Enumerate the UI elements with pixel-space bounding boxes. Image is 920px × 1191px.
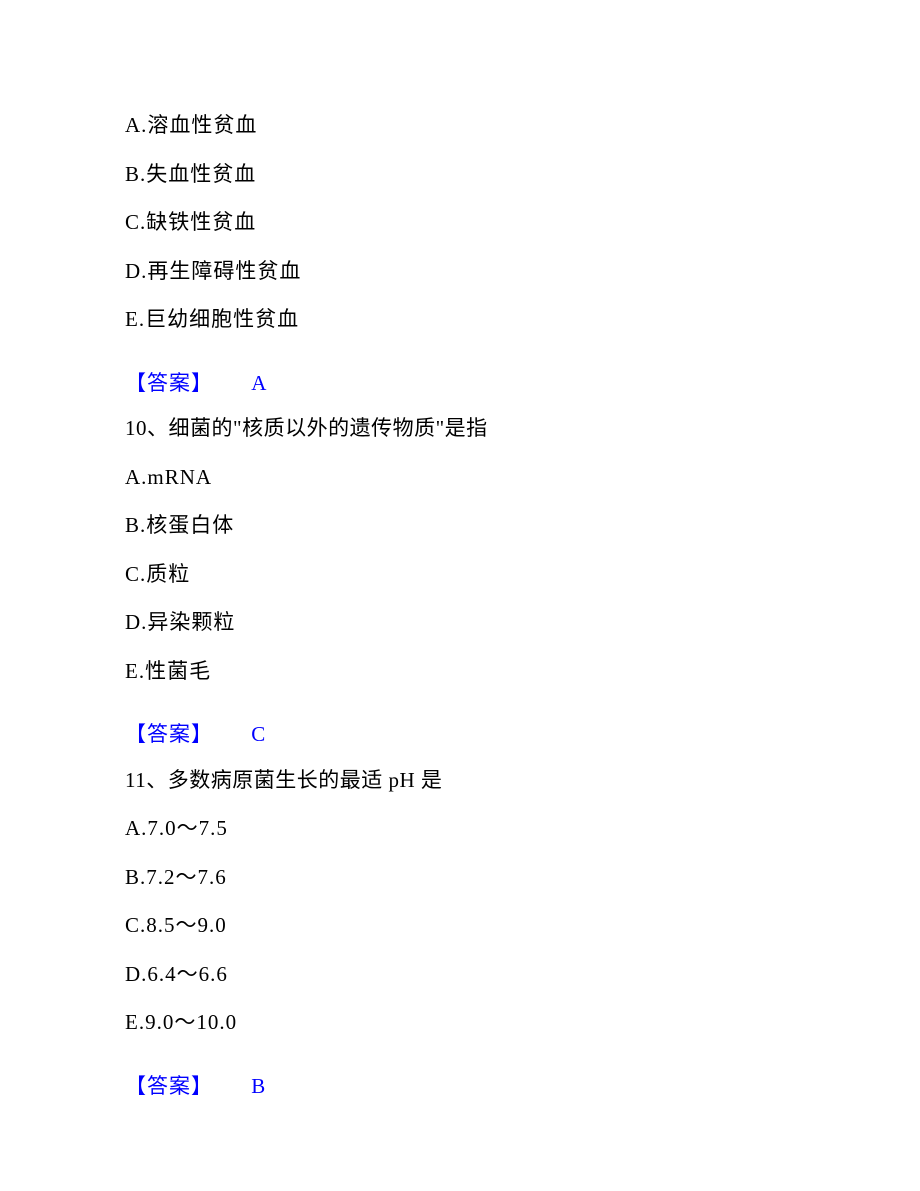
q10-answer: 【答案】 C — [125, 719, 795, 751]
q10-option-c: C.质粒 — [125, 559, 795, 591]
q9-answer: 【答案】 A — [125, 368, 795, 400]
q10-option-b: B.核蛋白体 — [125, 510, 795, 542]
q11-option-e: E.9.0～10.0 — [125, 1007, 795, 1039]
q11-stem: 11、多数病原菌生长的最适 pH 是 — [125, 765, 795, 797]
q9-option-d: D.再生障碍性贫血 — [125, 256, 795, 288]
q11-option-d: D.6.4～6.6 — [125, 959, 795, 991]
q11-option-a: A.7.0～7.5 — [125, 813, 795, 845]
q10-option-e: E.性菌毛 — [125, 656, 795, 688]
q11-answer-letter: B — [251, 1074, 266, 1098]
q9-option-a: A.溶血性贫血 — [125, 110, 795, 142]
q10-option-a: A.mRNA — [125, 462, 795, 494]
q10-answer-label: 【答案】 — [125, 722, 213, 746]
q9-option-b: B.失血性贫血 — [125, 159, 795, 191]
q10-stem: 10、细菌的"核质以外的遗传物质"是指 — [125, 413, 795, 445]
q11-option-b: B.7.2～7.6 — [125, 862, 795, 894]
q11-answer: 【答案】 B — [125, 1071, 795, 1103]
q9-answer-label: 【答案】 — [125, 371, 213, 395]
q9-option-e: E.巨幼细胞性贫血 — [125, 304, 795, 336]
q11-option-c: C.8.5～9.0 — [125, 910, 795, 942]
q11-answer-label: 【答案】 — [125, 1074, 213, 1098]
q10-option-d: D.异染颗粒 — [125, 607, 795, 639]
q9-answer-letter: A — [251, 371, 267, 395]
q9-option-c: C.缺铁性贫血 — [125, 207, 795, 239]
q10-answer-letter: C — [251, 722, 266, 746]
